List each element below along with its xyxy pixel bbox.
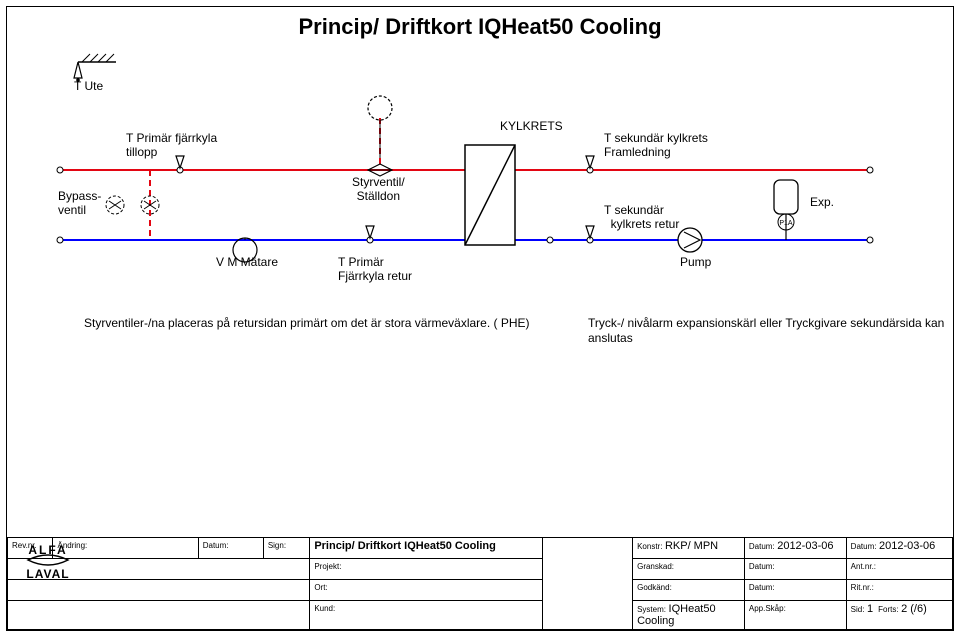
tb-appskap: App.Skåp: [749, 604, 786, 613]
expansion-vessel-icon: P1A [774, 180, 798, 240]
tb-projekt: Projekt: [314, 562, 341, 571]
alfa-laval-logo-icon: ALFA LAVAL [8, 538, 88, 582]
t-ute-icon [74, 54, 116, 82]
tb-ritnr: Rit.nr.: [851, 583, 874, 592]
tb-datum0: Datum: [203, 541, 229, 550]
tb-datum1-lab: Datum: [749, 542, 775, 551]
tb-konstr-val: RKP/ MPN [665, 540, 718, 552]
label-p1a: P1A [779, 220, 793, 227]
tb-konstr-lab: Konstr: [637, 542, 662, 551]
tb-datum1-val: 2012-03-06 [777, 540, 833, 552]
sensor-t-prim-in-icon [176, 156, 184, 168]
tb-sid-val: 1 [867, 603, 873, 615]
tb-datum2-lab: Datum: [851, 542, 877, 551]
tb-sign: Sign: [268, 541, 286, 550]
tb-datum3: Datum: [749, 583, 775, 592]
tb-kund: Kund: [314, 604, 335, 613]
tb-sid-lab: Sid: [851, 605, 865, 614]
bypass-valve2-icon [106, 196, 124, 214]
tb-godkand: Godkänd: [637, 583, 672, 592]
diagram-svg: P1A [0, 0, 960, 540]
actuator-icon [368, 96, 392, 176]
tb-system-lab: System: [637, 605, 666, 614]
sensor-t-sek-fram-icon [586, 156, 594, 168]
pump-icon [678, 228, 702, 252]
tb-forts-val: 2 (/6) [901, 603, 927, 615]
tb-datum2-val: 2012-03-06 [879, 540, 935, 552]
tb-datum2: Datum: [749, 562, 775, 571]
tb-forts-lab: Forts: [878, 605, 898, 614]
heat-exchanger-icon [465, 145, 515, 245]
tb-granskad: Granskad: [637, 562, 674, 571]
title-block: Rev.nr. Ändring: Datum: Sign: Princip/ D… [7, 537, 953, 630]
flow-meter-icon [233, 238, 257, 262]
tb-doc-title: Princip/ Driftkort IQHeat50 Cooling [314, 540, 496, 552]
svg-text:LAVAL: LAVAL [26, 567, 69, 581]
tb-antnr: Ant.nr.: [851, 562, 876, 571]
tb-ort: Ort: [314, 583, 327, 592]
sensor-t-sek-ret-icon [586, 226, 594, 238]
sensor-t-prim-ret-icon [366, 226, 374, 238]
